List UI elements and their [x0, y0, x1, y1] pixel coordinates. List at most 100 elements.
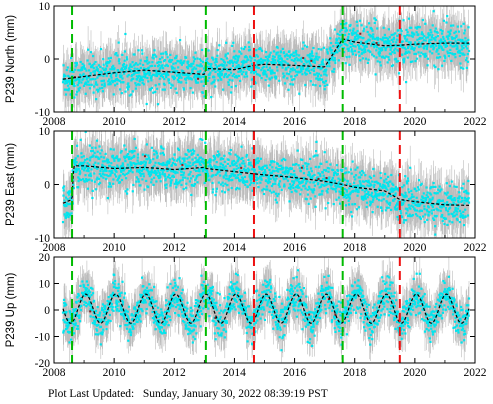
data-point [157, 73, 160, 76]
data-point [290, 167, 293, 170]
data-point [185, 316, 189, 319]
data-point [147, 298, 150, 301]
data-point [257, 160, 261, 163]
data-point [61, 81, 65, 84]
data-point [325, 48, 328, 51]
data-point [224, 72, 228, 75]
data-point [200, 80, 203, 83]
data-point [67, 74, 70, 77]
data-point [381, 276, 384, 279]
data-point [378, 301, 381, 305]
data-point [186, 177, 189, 180]
data-point [214, 70, 217, 73]
data-point [177, 314, 180, 317]
data-point [95, 66, 98, 69]
data-point [145, 72, 148, 75]
data-point [213, 61, 216, 64]
data-point [316, 320, 319, 323]
data-point [199, 306, 202, 309]
data-point [70, 338, 73, 341]
data-point [195, 319, 198, 322]
data-point [343, 26, 346, 29]
data-point [349, 29, 352, 32]
data-point [312, 181, 315, 184]
data-point [143, 70, 146, 74]
data-point [81, 167, 84, 170]
data-point [302, 303, 305, 306]
data-point [130, 313, 133, 316]
data-point [426, 64, 429, 67]
data-point [286, 167, 289, 170]
data-point [431, 34, 434, 37]
data-point [85, 180, 88, 183]
data-point [207, 174, 210, 178]
data-point [90, 83, 93, 86]
data-point [338, 322, 341, 326]
data-point [192, 60, 196, 63]
data-point [214, 338, 217, 341]
data-point [357, 176, 360, 179]
data-point [378, 199, 381, 202]
data-point [297, 305, 300, 308]
data-point [276, 163, 279, 166]
data-point [357, 44, 360, 47]
data-point [173, 278, 176, 281]
data-point [246, 340, 249, 343]
data-point [116, 82, 119, 85]
data-point [373, 325, 376, 328]
data-point [224, 182, 227, 185]
data-point [82, 65, 85, 68]
data-point [146, 77, 149, 80]
data-point [226, 305, 229, 308]
data-point [157, 162, 160, 165]
data-point [245, 326, 248, 329]
data-point [446, 52, 450, 55]
data-point [374, 322, 377, 325]
data-point [249, 59, 252, 62]
outlier-point [302, 56, 305, 59]
data-point [89, 286, 93, 289]
data-point [117, 289, 120, 292]
data-point [89, 72, 92, 75]
data-point [156, 155, 159, 158]
data-point [356, 284, 359, 287]
data-point [199, 293, 202, 296]
data-point [143, 188, 146, 191]
data-point [103, 173, 106, 176]
data-point [312, 191, 315, 194]
data-point [381, 185, 384, 188]
data-point [122, 166, 125, 169]
data-point [347, 195, 350, 198]
data-point [233, 73, 236, 76]
data-point [320, 183, 323, 186]
data-point [128, 330, 131, 333]
data-point [124, 148, 127, 151]
data-point [451, 45, 454, 48]
data-point [195, 169, 198, 172]
data-point [121, 280, 124, 283]
data-point [254, 321, 257, 324]
data-point [347, 33, 351, 36]
data-point [430, 38, 433, 41]
data-point [447, 55, 450, 58]
data-point [397, 72, 401, 75]
data-point [226, 69, 229, 72]
data-point [385, 36, 388, 40]
data-point [401, 332, 404, 335]
data-point [349, 168, 352, 171]
data-point [128, 322, 131, 325]
data-point [418, 204, 421, 208]
data-point [411, 214, 414, 217]
data-point [98, 145, 101, 148]
data-point [90, 303, 93, 306]
data-point [237, 166, 240, 169]
data-point [79, 172, 82, 175]
data-point [212, 174, 215, 177]
data-point [111, 291, 115, 294]
data-point [302, 41, 305, 44]
data-point [195, 177, 198, 180]
data-point [394, 192, 397, 195]
data-point [101, 86, 104, 90]
data-point [97, 88, 100, 92]
data-point [310, 176, 314, 179]
